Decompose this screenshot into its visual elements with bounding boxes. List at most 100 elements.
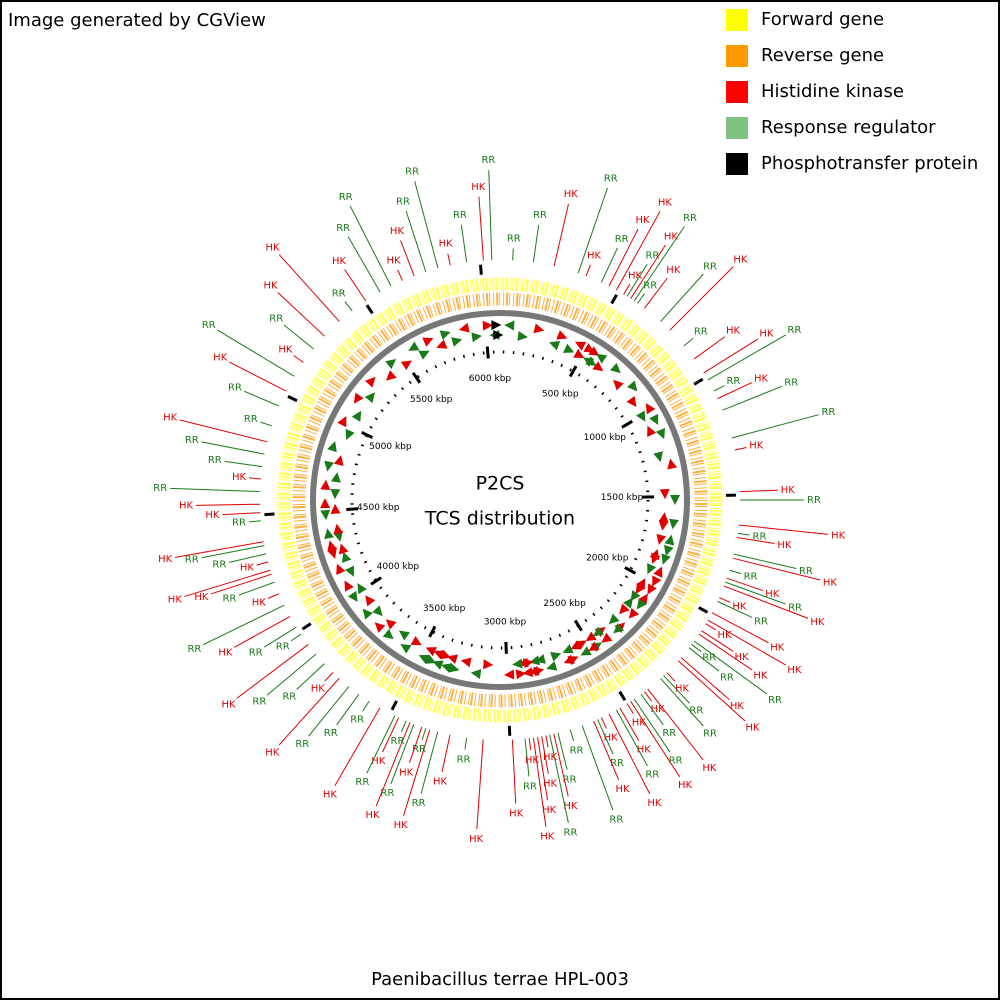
legend-label: Phosphotransfer protein xyxy=(761,153,978,174)
tick-label: 1000 kbp xyxy=(584,433,627,443)
genome-name: Paenibacillus terrae HPL-003 xyxy=(371,969,629,990)
feature-label: HK xyxy=(386,256,401,267)
feature-label: HK xyxy=(564,189,579,200)
feature-leader xyxy=(532,224,540,263)
feature-leader xyxy=(260,421,272,427)
feature-arrow xyxy=(385,619,397,630)
feature-label: HK xyxy=(394,820,409,831)
feature-leader xyxy=(464,737,468,750)
feature-label: RR xyxy=(609,814,623,825)
feature-leader xyxy=(698,633,753,671)
outer-tick-mark xyxy=(693,377,704,386)
feature-label: HK xyxy=(194,592,209,603)
feature-arrow xyxy=(609,362,621,374)
feature-leader xyxy=(476,739,484,830)
feature-leader xyxy=(283,324,314,350)
feature-leader xyxy=(488,170,493,261)
feature-label: RR xyxy=(232,518,246,529)
center-subtitle: TCS distribution xyxy=(424,508,575,530)
feature-leader xyxy=(308,686,350,737)
legend-swatch xyxy=(726,45,748,67)
feature-arrow xyxy=(441,663,453,673)
feature-arrow xyxy=(592,361,604,372)
tick-label: 5000 kbp xyxy=(369,442,412,452)
feature-label: HK xyxy=(616,784,631,795)
feature-arrow xyxy=(655,428,666,440)
legend-swatch xyxy=(726,117,748,139)
feature-leader xyxy=(334,707,381,786)
feature-leader xyxy=(277,292,325,337)
feature-arrow xyxy=(362,608,373,620)
feature-arrow xyxy=(647,563,657,575)
feature-arrow xyxy=(493,330,504,341)
feature-label: RR xyxy=(799,566,813,577)
feature-arrow xyxy=(451,337,463,347)
backbone xyxy=(310,310,690,690)
feature-label: HK xyxy=(509,809,524,820)
feature-label: HK xyxy=(265,748,280,759)
feature-label: RR xyxy=(703,728,717,739)
tick-label: 5500 kbp xyxy=(410,395,453,405)
feature-arrow xyxy=(563,654,575,664)
feature-leader xyxy=(405,210,427,272)
legend-label: Reverse gene xyxy=(761,45,884,66)
feature-label: RR xyxy=(662,728,676,739)
feature-arrow xyxy=(549,340,561,351)
feature-arrow xyxy=(382,628,394,640)
feature-leader xyxy=(382,717,400,753)
tick-label: 2000 kbp xyxy=(586,554,629,564)
feature-arrow xyxy=(460,657,472,668)
feature-arrow xyxy=(664,534,675,546)
feature-arrow xyxy=(645,403,656,415)
feature-label: RR xyxy=(457,754,471,765)
feature-label: RR xyxy=(646,251,660,262)
feature-leader xyxy=(693,640,768,695)
feature-arrow xyxy=(649,413,659,426)
feature-leader xyxy=(630,244,666,299)
feature-label: HK xyxy=(213,352,228,363)
feature-arrow xyxy=(570,640,582,650)
feature-leader xyxy=(228,553,267,563)
feature-arrow xyxy=(658,512,669,523)
feature-label: RR xyxy=(669,755,683,766)
feature-leader xyxy=(553,733,569,797)
feature-arrow xyxy=(324,528,335,540)
feature-label: HK xyxy=(647,798,662,809)
feature-leader xyxy=(403,729,431,816)
feature-arrow xyxy=(664,544,674,556)
feature-label: RR xyxy=(807,495,821,506)
feature-arrow xyxy=(574,341,587,351)
feature-arrow xyxy=(636,578,646,590)
legend-label: Histidine kinase xyxy=(761,81,904,102)
feature-leader xyxy=(680,657,730,700)
feature-leader xyxy=(375,722,411,807)
feature-label: RR xyxy=(768,695,782,706)
feature-arrow xyxy=(585,631,597,642)
feature-arrow xyxy=(408,341,420,351)
feature-label: RR xyxy=(753,531,767,542)
feature-leader xyxy=(731,414,819,439)
feature-leader xyxy=(737,532,750,536)
feature-label: RR xyxy=(788,602,802,613)
feature-label: RR xyxy=(222,594,236,605)
feature-arrow xyxy=(364,392,375,404)
feature-leader xyxy=(414,181,439,269)
tick-label: 4500 kbp xyxy=(357,503,400,513)
feature-label: HK xyxy=(770,642,785,653)
feature-label: RR xyxy=(610,758,624,769)
feature-label: HK xyxy=(311,683,326,694)
feature-label: HK xyxy=(158,554,173,565)
feature-leader xyxy=(256,561,269,566)
feature-arrow xyxy=(491,320,502,331)
feature-leader xyxy=(729,569,742,575)
feature-leader xyxy=(663,675,690,704)
feature-label: RR xyxy=(720,672,734,683)
tick-mark xyxy=(346,507,359,512)
feature-arrow xyxy=(653,566,663,578)
feature-label: RR xyxy=(332,289,346,300)
feature-leader xyxy=(293,355,304,363)
feature-leader xyxy=(705,623,717,631)
feature-leader xyxy=(541,736,549,774)
feature-label: RR xyxy=(153,483,167,494)
feature-label: RR xyxy=(244,414,258,425)
